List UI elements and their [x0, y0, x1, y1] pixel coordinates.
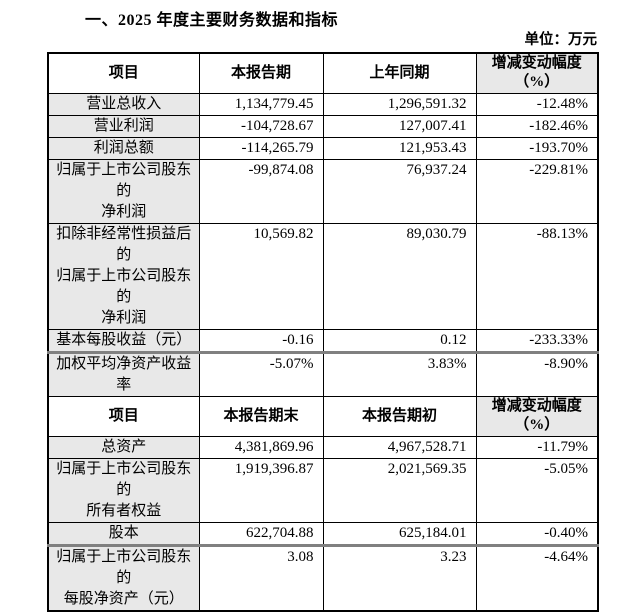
prior-period-value: 625,184.01	[322, 521, 477, 546]
current-period-value: -0.16	[198, 328, 324, 353]
change-percent-value: -8.90%	[475, 350, 599, 397]
prior-period-column-header: 上年同期	[322, 52, 477, 94]
current-period-value: 4,381,869.96	[198, 435, 324, 459]
current-period-value: -99,874.08	[198, 158, 324, 224]
prior-period-column-header: 本报告期初	[322, 395, 477, 437]
prior-period-value: 76,937.24	[322, 158, 477, 224]
item-column-header: 项目	[47, 395, 200, 437]
change-percent-value: -12.48%	[475, 92, 599, 116]
section-2-header-row: 项目 本报告期末 本报告期初 增减变动幅度 （%）	[47, 395, 599, 437]
page-title: 一、2025 年度主要财务数据和指标	[85, 12, 339, 29]
financial-report-page: 一、2025 年度主要财务数据和指标 单位：万元 项目 本报告期 上年同期 增减变动幅…	[47, 12, 599, 612]
change-percent-value: -229.81%	[475, 158, 599, 224]
change-percent-value: -193.70%	[475, 136, 599, 160]
current-period-column-header: 本报告期末	[198, 395, 324, 437]
table-row: 营业总收入 1,134,779.45 1,296,591.32 -12.48%	[47, 92, 599, 116]
table-row: 归属于上市公司股东的 净利润 -99,874.08 76,937.24 -229.81%	[47, 158, 599, 224]
table-row: 归属于上市公司股东的 所有者权益 1,919,396.87 2,021,569.35-…	[47, 457, 599, 523]
table-row: 扣除非经常性损益后的 归属于上市公司股东的 净利润 10,569.82 89,030.7…	[47, 222, 599, 330]
prior-period-value: 121,953.43	[322, 136, 477, 160]
change-percent-value: -4.64%	[475, 543, 599, 611]
prior-period-value: 4,967,528.71	[322, 435, 477, 459]
section-1-header-row: 项目 本报告期 上年同期 增减变动幅度 （%）	[47, 52, 599, 94]
row-item-label: 归属于上市公司股东的 每股净资产（元）	[47, 543, 200, 611]
table-row: 基本每股收益（元） -0.16 0.12 -233.33%	[47, 328, 599, 353]
current-period-value: -5.07%	[198, 350, 324, 397]
table-row: 归属于上市公司股东的 每股净资产（元） 3.08 3.23 -4.64%	[47, 543, 599, 611]
table-row: 利润总额 -114,265.79 121,953.43 -193.70%	[47, 136, 599, 160]
row-item-label: 利润总额	[47, 136, 200, 160]
row-item-label: 股本	[47, 521, 200, 546]
prior-period-value: 3.23	[322, 543, 477, 611]
change-percent-value: -5.05%	[475, 457, 599, 523]
current-period-value: 10,569.82	[198, 222, 324, 330]
row-item-label: 归属于上市公司股东的 所有者权益	[47, 457, 200, 523]
table-row: 加权平均净资产收益率 -5.07% 3.83% -8.90%	[47, 350, 599, 397]
table-row: 总资产 4,381,869.96 4,967,528.71 -11.79%	[47, 435, 599, 459]
prior-period-value: 127,007.41	[322, 114, 477, 138]
change-percent-value: -88.13%	[475, 222, 599, 330]
financial-table-body: 项目 本报告期 上年同期 增减变动幅度 （%） 营业总收入 1,134,779.45 1,29…	[47, 52, 599, 611]
current-period-value: 1,919,396.87	[198, 457, 324, 523]
row-item-label: 营业利润	[47, 114, 200, 138]
prior-period-value: 1,296,591.32	[322, 92, 477, 116]
current-period-value: -114,265.79	[198, 136, 324, 160]
current-period-value: -104,728.67	[198, 114, 324, 138]
row-item-label: 总资产	[47, 435, 200, 459]
financial-data-table: 项目 本报告期 上年同期 增减变动幅度 （%） 营业总收入 1,134,779.45 1,29…	[47, 52, 599, 612]
current-period-value: 1,134,779.45	[198, 92, 324, 116]
current-period-value: 622,704.88	[198, 521, 324, 546]
prior-period-value: 0.12	[322, 328, 477, 353]
change-percent-value: -233.33%	[475, 328, 599, 353]
table-row: 营业利润 -104,728.67 127,007.41 -182.46%	[47, 114, 599, 138]
prior-period-value: 3.83%	[322, 350, 477, 397]
change-percent-value: -0.40%	[475, 521, 599, 546]
change-percent-value: -182.46%	[475, 114, 599, 138]
row-item-label: 归属于上市公司股东的 净利润	[47, 158, 200, 224]
row-item-label: 营业总收入	[47, 92, 200, 116]
row-item-label: 扣除非经常性损益后的 归属于上市公司股东的 净利润	[47, 222, 200, 330]
item-column-header: 项目	[47, 52, 200, 94]
prior-period-value: 2,021,569.35	[322, 457, 477, 523]
change-percent-column-header: 增减变动幅度 （%）	[475, 395, 599, 437]
change-percent-value: -11.79%	[475, 435, 599, 459]
unit-label: 单位：万元	[524, 32, 598, 48]
row-item-label: 基本每股收益（元）	[47, 328, 200, 353]
table-row: 股本 622,704.88 625,184.01 -0.40%	[47, 521, 599, 546]
prior-period-value: 89,030.79	[322, 222, 477, 330]
row-item-label: 加权平均净资产收益率	[47, 350, 200, 397]
current-period-value: 3.08	[198, 543, 324, 611]
current-period-column-header: 本报告期	[198, 52, 324, 94]
change-percent-column-header: 增减变动幅度 （%）	[475, 52, 599, 94]
